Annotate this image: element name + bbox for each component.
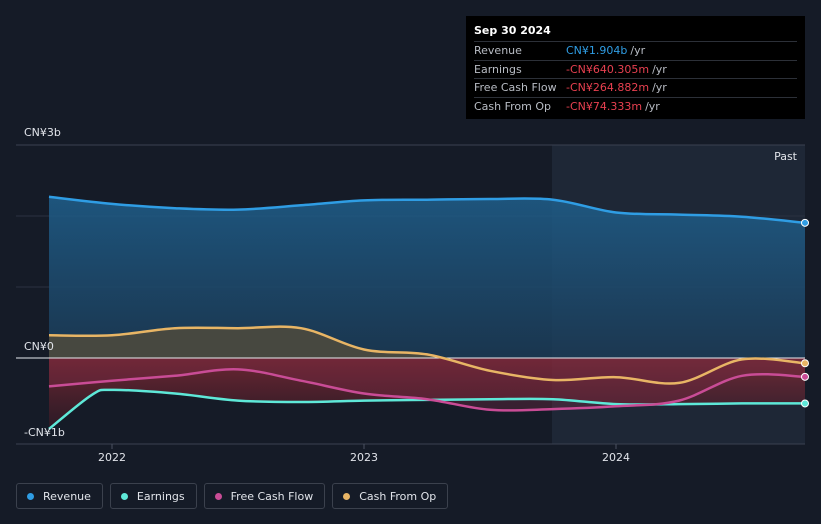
tooltip-row-free-cash-flow: Free Cash Flow -CN¥264.882m/yr [474,78,797,97]
tooltip-value: -CN¥264.882m [566,81,650,94]
earnings-line [48,388,806,430]
tooltip-label: Cash From Op [474,99,552,113]
x-tick-label: 2022 [98,451,126,464]
tooltip-unit: /yr [645,99,660,113]
legend-item-free-cash-flow[interactable]: Free Cash Flow [203,483,326,509]
tooltip-label: Free Cash Flow [474,81,557,94]
cash-from-op-line [48,325,806,385]
legend-dot-icon [27,492,34,500]
free-cash-flow-endpoint [801,372,809,381]
tooltip-label: Revenue [474,44,522,57]
y-tick-label: CN¥0 [24,340,54,353]
free-cash-flow-area [49,358,805,411]
series-areas [49,196,805,429]
legend-label: Cash From Op [359,489,437,503]
legend-dot-icon [120,492,128,500]
legend: Revenue Earnings Free Cash Flow Cash Fro… [16,483,449,509]
cash-from-op-area [49,326,805,358]
legend-dot-icon [214,492,222,500]
y-tick-label: CN¥3b [24,126,61,139]
tooltip-unit: /yr [630,44,646,57]
legend-item-earnings[interactable]: Earnings [109,483,197,509]
tooltip-row-earnings: Earnings -CN¥640.305m/yr [474,59,797,79]
earnings-endpoint [801,399,809,408]
tooltip-value: -CN¥74.333m [566,99,643,113]
past-label: Past [774,150,798,163]
x-tick-label: 2024 [602,451,630,464]
y-tick-label: -CN¥1b [24,426,65,439]
revenue-endpoint [801,218,809,227]
revenue-line [48,195,806,225]
legend-item-revenue[interactable]: Revenue [16,483,103,509]
legend-item-cash-from-op[interactable]: Cash From Op [332,483,449,509]
series-lines [16,195,809,430]
tooltip-label: Earnings [474,62,522,76]
tooltip-unit: /yr [652,62,667,76]
legend-label: Free Cash Flow [230,489,314,503]
tooltip-unit: /yr [652,81,667,94]
legend-label: Earnings [136,489,185,503]
tooltip-value: -CN¥640.305m [566,62,650,76]
y-axis-labels: CN¥3b CN¥0 -CN¥1b [24,126,65,439]
legend-dot-icon [343,492,351,500]
tooltip-value: CN¥1.904b [566,44,628,57]
earnings-negative-area [49,358,805,429]
cash-from-op-endpoint [801,359,809,368]
tooltip-row-revenue: Revenue CN¥1.904b/yr [474,41,797,60]
x-tick-label: 2023 [350,451,378,464]
tooltip: Sep 30 2024 Revenue CN¥1.904b/yr Earning… [466,16,805,119]
legend-label: Revenue [43,489,91,503]
x-axis-labels: 2022 2023 2024 [98,451,630,464]
tooltip-date: Sep 30 2024 [474,24,551,37]
free-cash-flow-line [48,368,806,412]
revenue-area [49,196,805,358]
tooltip-row-cash-from-op: Cash From Op -CN¥74.333m/yr [474,96,797,116]
